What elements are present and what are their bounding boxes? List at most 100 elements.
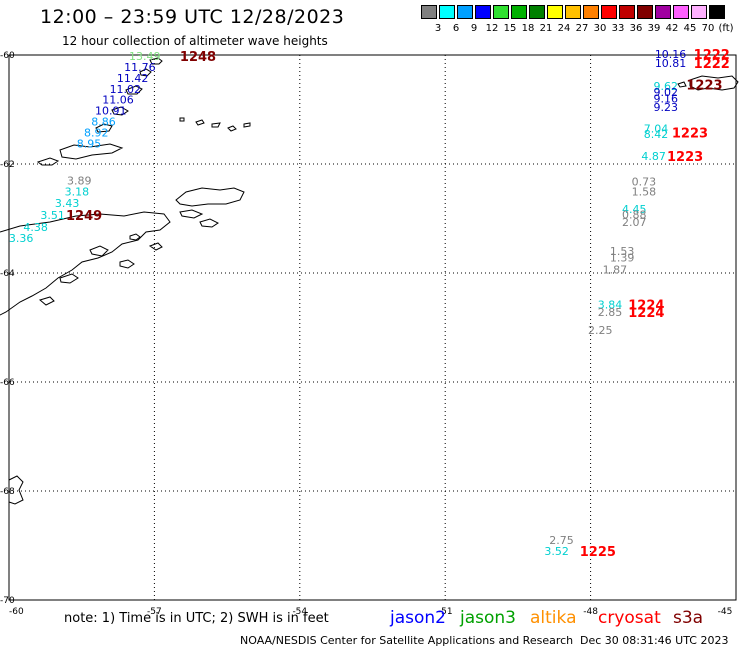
- scale-swatch: [655, 5, 671, 19]
- pass-time-label: 1223: [672, 126, 708, 141]
- wave-height-value: 10.16: [655, 48, 687, 61]
- scale-label: 36: [629, 23, 643, 34]
- scale-unit: (ft): [718, 23, 734, 34]
- wave-height-value: 0.73: [632, 175, 657, 188]
- wave-height-value: 4.87: [641, 150, 666, 163]
- scale-swatch: [583, 5, 599, 19]
- scale-swatch: [547, 5, 563, 19]
- wave-height-value: 3.52: [544, 545, 569, 558]
- latitude-label: -64: [0, 269, 15, 279]
- map-title: 12:00 – 23:59 UTC 12/28/2023: [40, 6, 345, 28]
- pass-time-label: 1223: [667, 150, 703, 165]
- scale-label: 33: [611, 23, 625, 34]
- wave-height-value: 9.62: [653, 80, 678, 93]
- south-orkney-islands: [677, 75, 739, 91]
- scale-swatch: [619, 5, 635, 19]
- scale-label: 39: [647, 23, 661, 34]
- scale-label: 45: [683, 23, 697, 34]
- generation-timestamp: Dec 30 08:31:46 UTC 2023: [580, 634, 729, 647]
- longitude-label: -48: [583, 607, 598, 617]
- wave-height-value: 13.49: [129, 50, 161, 63]
- satellite-name: jason3: [460, 608, 516, 628]
- wave-height-value: 2.07: [622, 216, 647, 229]
- pass-time-label: 1222: [694, 57, 730, 72]
- wave-height-value: 10.91: [95, 105, 127, 118]
- peninsula-inner-islands: [38, 233, 163, 306]
- pass-time-label: 1249: [66, 209, 102, 224]
- latitude-label: -66: [0, 378, 15, 388]
- wave-height-value: 4.38: [23, 221, 48, 234]
- scale-label: 21: [539, 23, 553, 34]
- map-frame: [8, 54, 737, 601]
- scale-swatch: [457, 5, 473, 19]
- scale-swatch: [439, 5, 455, 19]
- weddell-coast-fragment: [8, 475, 24, 505]
- scale-label: 9: [470, 23, 478, 34]
- wave-height-value: 3.84: [598, 299, 623, 312]
- latitude-label: -60: [0, 51, 15, 61]
- scale-label: 12: [485, 23, 499, 34]
- pass-time-label: 1225: [580, 545, 616, 560]
- scale-label: 70: [701, 23, 715, 34]
- scale-label: 27: [575, 23, 589, 34]
- wave-height-value: 9.23: [653, 101, 678, 114]
- wave-height-value: 3.18: [65, 185, 90, 198]
- wave-height-value: 7.04: [644, 123, 669, 136]
- wave-height-value: 8.86: [91, 115, 116, 128]
- wave-height-value: 1.58: [632, 185, 657, 198]
- scale-swatch: [511, 5, 527, 19]
- wave-height-value: 9.16: [653, 93, 678, 106]
- scale-swatch: [601, 5, 617, 19]
- scale-swatch: [637, 5, 653, 19]
- wave-height-value: 11.02: [110, 83, 142, 96]
- wave-height-value: 8.42: [644, 128, 669, 141]
- scale-label: 3: [434, 23, 442, 34]
- scale-swatch: [691, 5, 707, 19]
- wave-height-value: 11.76: [124, 61, 156, 74]
- latitude-label: -68: [0, 487, 15, 497]
- scale-label: 30: [593, 23, 607, 34]
- scale-label: 42: [665, 23, 679, 34]
- scale-swatch: [493, 5, 509, 19]
- scale-label: 24: [557, 23, 571, 34]
- pass-time-label: 1248: [180, 50, 216, 65]
- satellite-name: cryosat: [598, 608, 661, 628]
- joinville-island-group: [175, 187, 245, 228]
- wave-height-value: 4.45: [622, 203, 647, 216]
- wave-height-value: 2.75: [549, 534, 574, 547]
- wave-height-value: 8.95: [77, 137, 102, 150]
- wave-height-value: 0.88: [622, 209, 647, 222]
- wave-height-value: 2.85: [598, 306, 623, 319]
- longitude-label: -60: [9, 607, 24, 617]
- scale-swatch: [709, 5, 725, 19]
- scale-label: 15: [503, 23, 517, 34]
- wave-height-value: 10.81: [655, 57, 687, 70]
- satellite-name: jason2: [390, 608, 446, 628]
- pass-time-label: 1224: [628, 299, 664, 314]
- longitude-label: -57: [147, 607, 162, 617]
- scale-swatch: [475, 5, 491, 19]
- graticule: -60-62-64-66-68-70-60 -57 -54 -51 -48 -45: [0, 51, 737, 617]
- scale-swatch: [529, 5, 545, 19]
- antarctic-peninsula-tip: [0, 211, 171, 316]
- scale-swatch: [421, 5, 437, 19]
- wave-height-value: 9.02: [653, 86, 678, 99]
- wave-height-value: 11.42: [117, 72, 149, 85]
- wave-height-value: 11.06: [102, 94, 134, 107]
- longitude-label: -54: [292, 607, 307, 617]
- pass-time-label: 1223: [686, 78, 722, 93]
- latitude-label: -70: [0, 596, 15, 606]
- wave-height-value: 1.87: [603, 264, 628, 277]
- wave-height-value: 2.25: [588, 324, 613, 337]
- wave-height-value: 3.43: [55, 197, 80, 210]
- pass-time-label: 1222: [694, 48, 730, 63]
- wave-height-value: 3.89: [67, 174, 92, 187]
- wave-height-value: 8.92: [84, 126, 109, 139]
- map-subtitle: 12 hour collection of altimeter wave hei…: [62, 34, 328, 48]
- longitude-label: -51: [438, 607, 453, 617]
- scale-swatch: [673, 5, 689, 19]
- south-shetland-islands: [36, 57, 163, 166]
- longitude-label: -45: [718, 607, 733, 617]
- wave-height-value: 1.39: [610, 252, 635, 265]
- scale-swatch: [565, 5, 581, 19]
